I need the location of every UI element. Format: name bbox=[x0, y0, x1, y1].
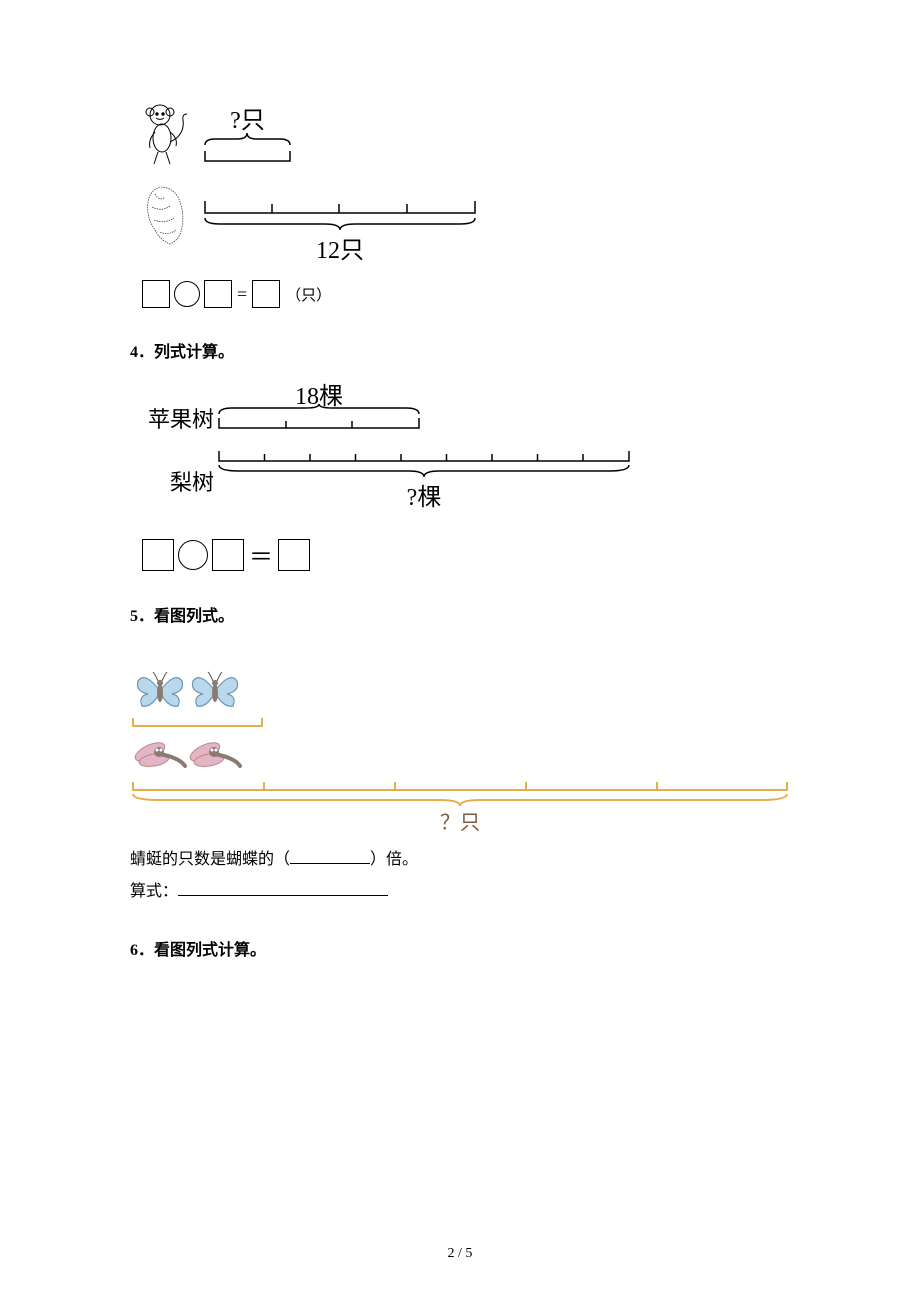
eq-box[interactable] bbox=[142, 539, 174, 571]
dragonfly-row bbox=[130, 730, 790, 780]
second-animal-icon bbox=[140, 178, 195, 256]
butterfly-ruler bbox=[130, 716, 265, 728]
monkey-icon bbox=[140, 100, 195, 170]
second-animal-row: 12只 bbox=[140, 178, 790, 265]
dragonfly-icon bbox=[185, 730, 245, 780]
second-scale bbox=[200, 198, 480, 216]
pear-label: 梨树 bbox=[140, 465, 214, 497]
eq-box[interactable] bbox=[204, 280, 232, 308]
problem-5: 5．看图列式。 bbox=[130, 602, 790, 901]
butterfly-icon bbox=[185, 666, 245, 716]
apple-row: 苹果树 18棵 bbox=[140, 402, 790, 434]
butterfly-row bbox=[130, 666, 790, 716]
dragonfly-unknown-label: ？只 bbox=[130, 806, 790, 835]
pear-row: 梨树 ?棵 bbox=[140, 449, 790, 512]
equals-sign: ＝ bbox=[249, 537, 273, 572]
fill-statement-1: 蜻蜓的只数是蝴蝶的（ ）倍。 bbox=[130, 845, 790, 869]
monkey-row: ?只 bbox=[140, 100, 790, 170]
dragonfly-ruler bbox=[130, 780, 790, 792]
eq-operator[interactable] bbox=[174, 281, 200, 307]
eq-box[interactable] bbox=[212, 539, 244, 571]
monkey-unknown-label: ?只 bbox=[200, 100, 295, 135]
blank-input[interactable] bbox=[290, 848, 370, 864]
eq-unit: （只） bbox=[286, 284, 331, 305]
second-count-label: 12只 bbox=[200, 230, 480, 265]
pear-scale bbox=[214, 449, 634, 463]
problem-6: 6．看图列式计算。 bbox=[130, 936, 790, 960]
problem-6-title: 6．看图列式计算。 bbox=[130, 936, 790, 960]
apple-label: 苹果树 bbox=[140, 402, 214, 434]
equals-sign: = bbox=[237, 284, 247, 305]
monkey-top-brace bbox=[200, 133, 295, 163]
problem-3-diagram: ?只 bbox=[130, 100, 790, 308]
fill-text: 算式： bbox=[130, 883, 178, 900]
pear-unknown-label: ?棵 bbox=[407, 477, 442, 512]
problem-5-title: 5．看图列式。 bbox=[130, 602, 790, 626]
page-footer: 2 / 5 bbox=[0, 1246, 920, 1262]
eq-box[interactable] bbox=[142, 280, 170, 308]
fill-statement-2: 算式： bbox=[130, 877, 790, 901]
problem-3-equation: = （只） bbox=[140, 280, 790, 308]
fill-text: ）倍。 bbox=[370, 851, 418, 868]
dragonfly-icon bbox=[130, 730, 190, 780]
eq-box[interactable] bbox=[252, 280, 280, 308]
eq-operator[interactable] bbox=[178, 540, 208, 570]
problem-4: 4．列式计算。 苹果树 18棵 梨树 bbox=[130, 338, 790, 572]
eq-box[interactable] bbox=[278, 539, 310, 571]
apple-count-label: 18棵 bbox=[214, 376, 424, 411]
butterfly-icon bbox=[130, 666, 190, 716]
blank-input[interactable] bbox=[178, 880, 388, 896]
problem-4-title: 4．列式计算。 bbox=[130, 338, 790, 362]
fill-text: 蜻蜓的只数是蝴蝶的（ bbox=[130, 851, 290, 868]
problem-4-equation: ＝ bbox=[140, 537, 790, 572]
